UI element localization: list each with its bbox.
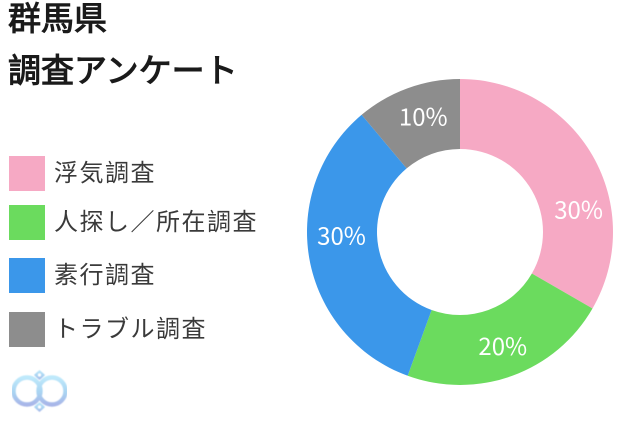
svg-text:10%: 10%: [399, 98, 448, 133]
svg-text:30%: 30%: [554, 191, 603, 226]
svg-text:30%: 30%: [317, 216, 366, 251]
svg-text:20%: 20%: [478, 327, 527, 362]
